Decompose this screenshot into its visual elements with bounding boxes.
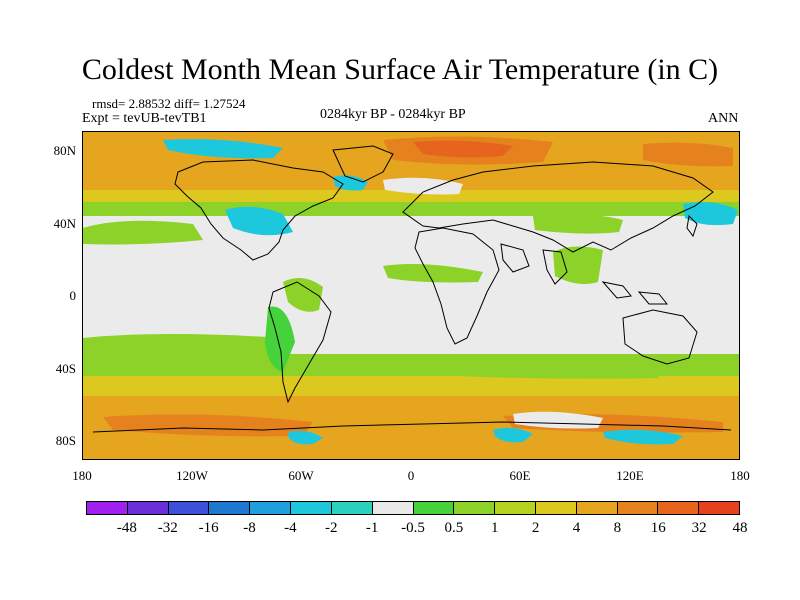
plot-title: Coldest Month Mean Surface Air Temperatu… <box>81 53 719 86</box>
lon-tick: 60W <box>288 468 314 483</box>
colorbar-label: -0.5 <box>401 520 425 536</box>
colorbar-label: -2 <box>325 520 338 536</box>
lat-tick: 80N <box>53 143 76 158</box>
lon-tick: 180 <box>72 468 92 483</box>
colorbar-swatch <box>699 502 739 514</box>
temperature-field <box>83 132 739 459</box>
colorbar-swatch <box>535 502 577 514</box>
colorbar-swatch <box>413 502 455 514</box>
colorbar <box>86 501 740 515</box>
colorbar-label: 32 <box>691 520 707 536</box>
coastlines <box>92 145 732 433</box>
colorbar-swatch <box>576 502 618 514</box>
temperature-map <box>82 131 740 460</box>
colorbar-swatch <box>168 502 210 514</box>
lat-tick: 40N <box>53 216 76 231</box>
colorbar-swatch <box>454 502 496 514</box>
lon-tick: 180 <box>730 468 750 483</box>
season-label: ANN <box>708 111 739 126</box>
colorbar-label: 1 <box>491 520 499 536</box>
colorbar-swatch <box>250 502 292 514</box>
colorbar-label: 48 <box>732 520 748 536</box>
colorbar-label: -48 <box>116 520 137 536</box>
lon-tick: 120E <box>616 468 644 483</box>
colorbar-swatch <box>127 502 169 514</box>
colorbar-label: -16 <box>198 520 219 536</box>
lon-tick: 60E <box>509 468 531 483</box>
colorbar-swatch <box>291 502 332 514</box>
colorbar-swatch <box>372 502 414 514</box>
colorbar-label: -4 <box>284 520 297 536</box>
colorbar-label: -1 <box>365 520 379 536</box>
colorbar-swatch <box>209 502 251 514</box>
lon-tick: 120W <box>176 468 208 483</box>
colorbar-label: 4 <box>572 520 581 536</box>
period-label: 0284kyr BP - 0284kyr BP <box>320 107 466 122</box>
lon-tick: 0 <box>407 468 415 483</box>
lat-tick: 40S <box>55 361 76 376</box>
colorbar-swatch <box>331 502 373 514</box>
colorbar-label: 8 <box>613 520 622 536</box>
colorbar-swatch <box>658 502 700 514</box>
colorbar-swatch <box>495 502 536 514</box>
colorbar-label: 16 <box>650 520 666 536</box>
colorbar-label: -32 <box>157 520 178 536</box>
experiment-label: Expt = tevUB-tevTB1 <box>82 111 207 126</box>
colorbar-label: 2 <box>531 520 540 536</box>
colorbar-swatch <box>87 502 128 514</box>
lat-tick: 80S <box>55 433 76 448</box>
stats-label: rmsd= 2.88532 diff= 1.27524 <box>92 96 246 111</box>
colorbar-swatch <box>617 502 659 514</box>
map-graphic <box>83 132 739 459</box>
lat-tick: 0 <box>69 288 77 303</box>
colorbar-label: -8 <box>243 520 256 536</box>
colorbar-label: 0.5 <box>444 520 464 536</box>
